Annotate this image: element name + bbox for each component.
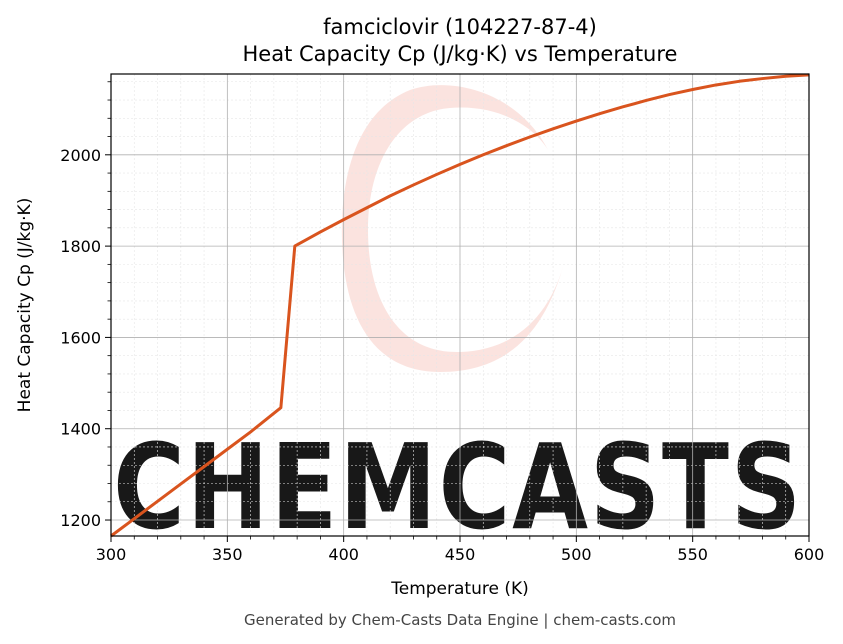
watermark-text: CHEMCASTS (113, 418, 803, 556)
y-tick-label: 1600 (60, 328, 101, 347)
watermark-swirl (341, 85, 565, 372)
y-tick-label: 1400 (60, 420, 101, 439)
x-tick-label: 300 (96, 545, 127, 564)
footer-credit: Generated by Chem-Casts Data Engine | ch… (244, 611, 676, 629)
y-tick-label: 1200 (60, 511, 101, 530)
x-axis-ticks: 300 350 400 450 500 550 600 (96, 536, 825, 564)
y-axis-label: Heat Capacity Cp (J/kg·K) (15, 198, 35, 413)
x-axis-label: Temperature (K) (390, 579, 529, 599)
y-tick-label: 1800 (60, 237, 101, 256)
chart-subtitle: Heat Capacity Cp (J/kg·K) vs Temperature (243, 42, 678, 66)
x-tick-label: 400 (328, 545, 359, 564)
chart-title: famciclovir (104227-87-4) (323, 15, 597, 39)
y-axis-ticks: 1200 1400 1600 1800 2000 (60, 81, 111, 530)
x-tick-label: 600 (794, 545, 825, 564)
x-tick-label: 350 (212, 545, 243, 564)
major-grid (110, 74, 810, 536)
x-tick-label: 450 (445, 545, 476, 564)
series-line (110, 73, 810, 538)
y-tick-label: 2000 (60, 146, 101, 165)
x-tick-label: 500 (561, 545, 592, 564)
x-tick-label: 550 (677, 545, 708, 564)
chemcasts-watermark: CHEMCASTS (113, 85, 803, 556)
